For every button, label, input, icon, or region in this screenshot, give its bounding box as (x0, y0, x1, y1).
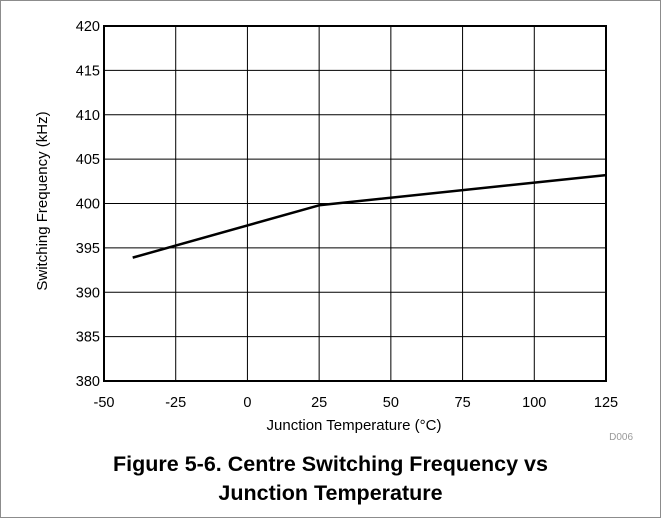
line-chart: -50 -25 0 25 50 75 100 125 380 385 390 395 400 405 41… (34, 19, 633, 443)
y-axis-label: Switching Frequency (kHz) (34, 111, 51, 290)
series-group (132, 173, 607, 259)
y-tick-label-1: 385 (76, 330, 100, 346)
x-tick-label-6: 100 (522, 395, 546, 411)
figure-caption: Figure 5-6. Centre Switching Frequency v… (0, 450, 661, 508)
grid-lines (103, 25, 607, 382)
figure-code: D006 (609, 432, 633, 443)
y-tick-labels: 380 385 390 395 400 405 410 415 420 (76, 19, 100, 390)
x-tick-labels: -50 -25 0 25 50 75 100 125 (94, 395, 619, 411)
y-tick-label-0: 380 (76, 374, 100, 390)
x-tick-label-1: -25 (165, 395, 186, 411)
y-tick-label-8: 420 (76, 19, 100, 35)
caption-line-1: Figure 5-6. Centre Switching Frequency v… (113, 452, 548, 476)
x-tick-label-5: 75 (455, 395, 471, 411)
x-tick-label-2: 0 (243, 395, 251, 411)
plot-area (103, 25, 607, 382)
x-axis-label: Junction Temperature (°C) (267, 417, 442, 434)
y-tick-label-3: 395 (76, 241, 100, 257)
y-tick-label-2: 390 (76, 285, 100, 301)
x-tick-label-4: 50 (383, 395, 399, 411)
plot-border (103, 25, 607, 382)
y-tick-label-7: 415 (76, 63, 100, 79)
y-tick-label-4: 400 (76, 197, 100, 213)
x-tick-label-7: 125 (594, 395, 618, 411)
y-tick-label-5: 405 (76, 152, 100, 168)
series-line-0 (132, 173, 607, 259)
y-tick-label-6: 410 (76, 108, 100, 124)
caption-line-2: Junction Temperature (218, 481, 443, 505)
x-tick-label-3: 25 (311, 395, 327, 411)
x-tick-label-0: -50 (94, 395, 115, 411)
